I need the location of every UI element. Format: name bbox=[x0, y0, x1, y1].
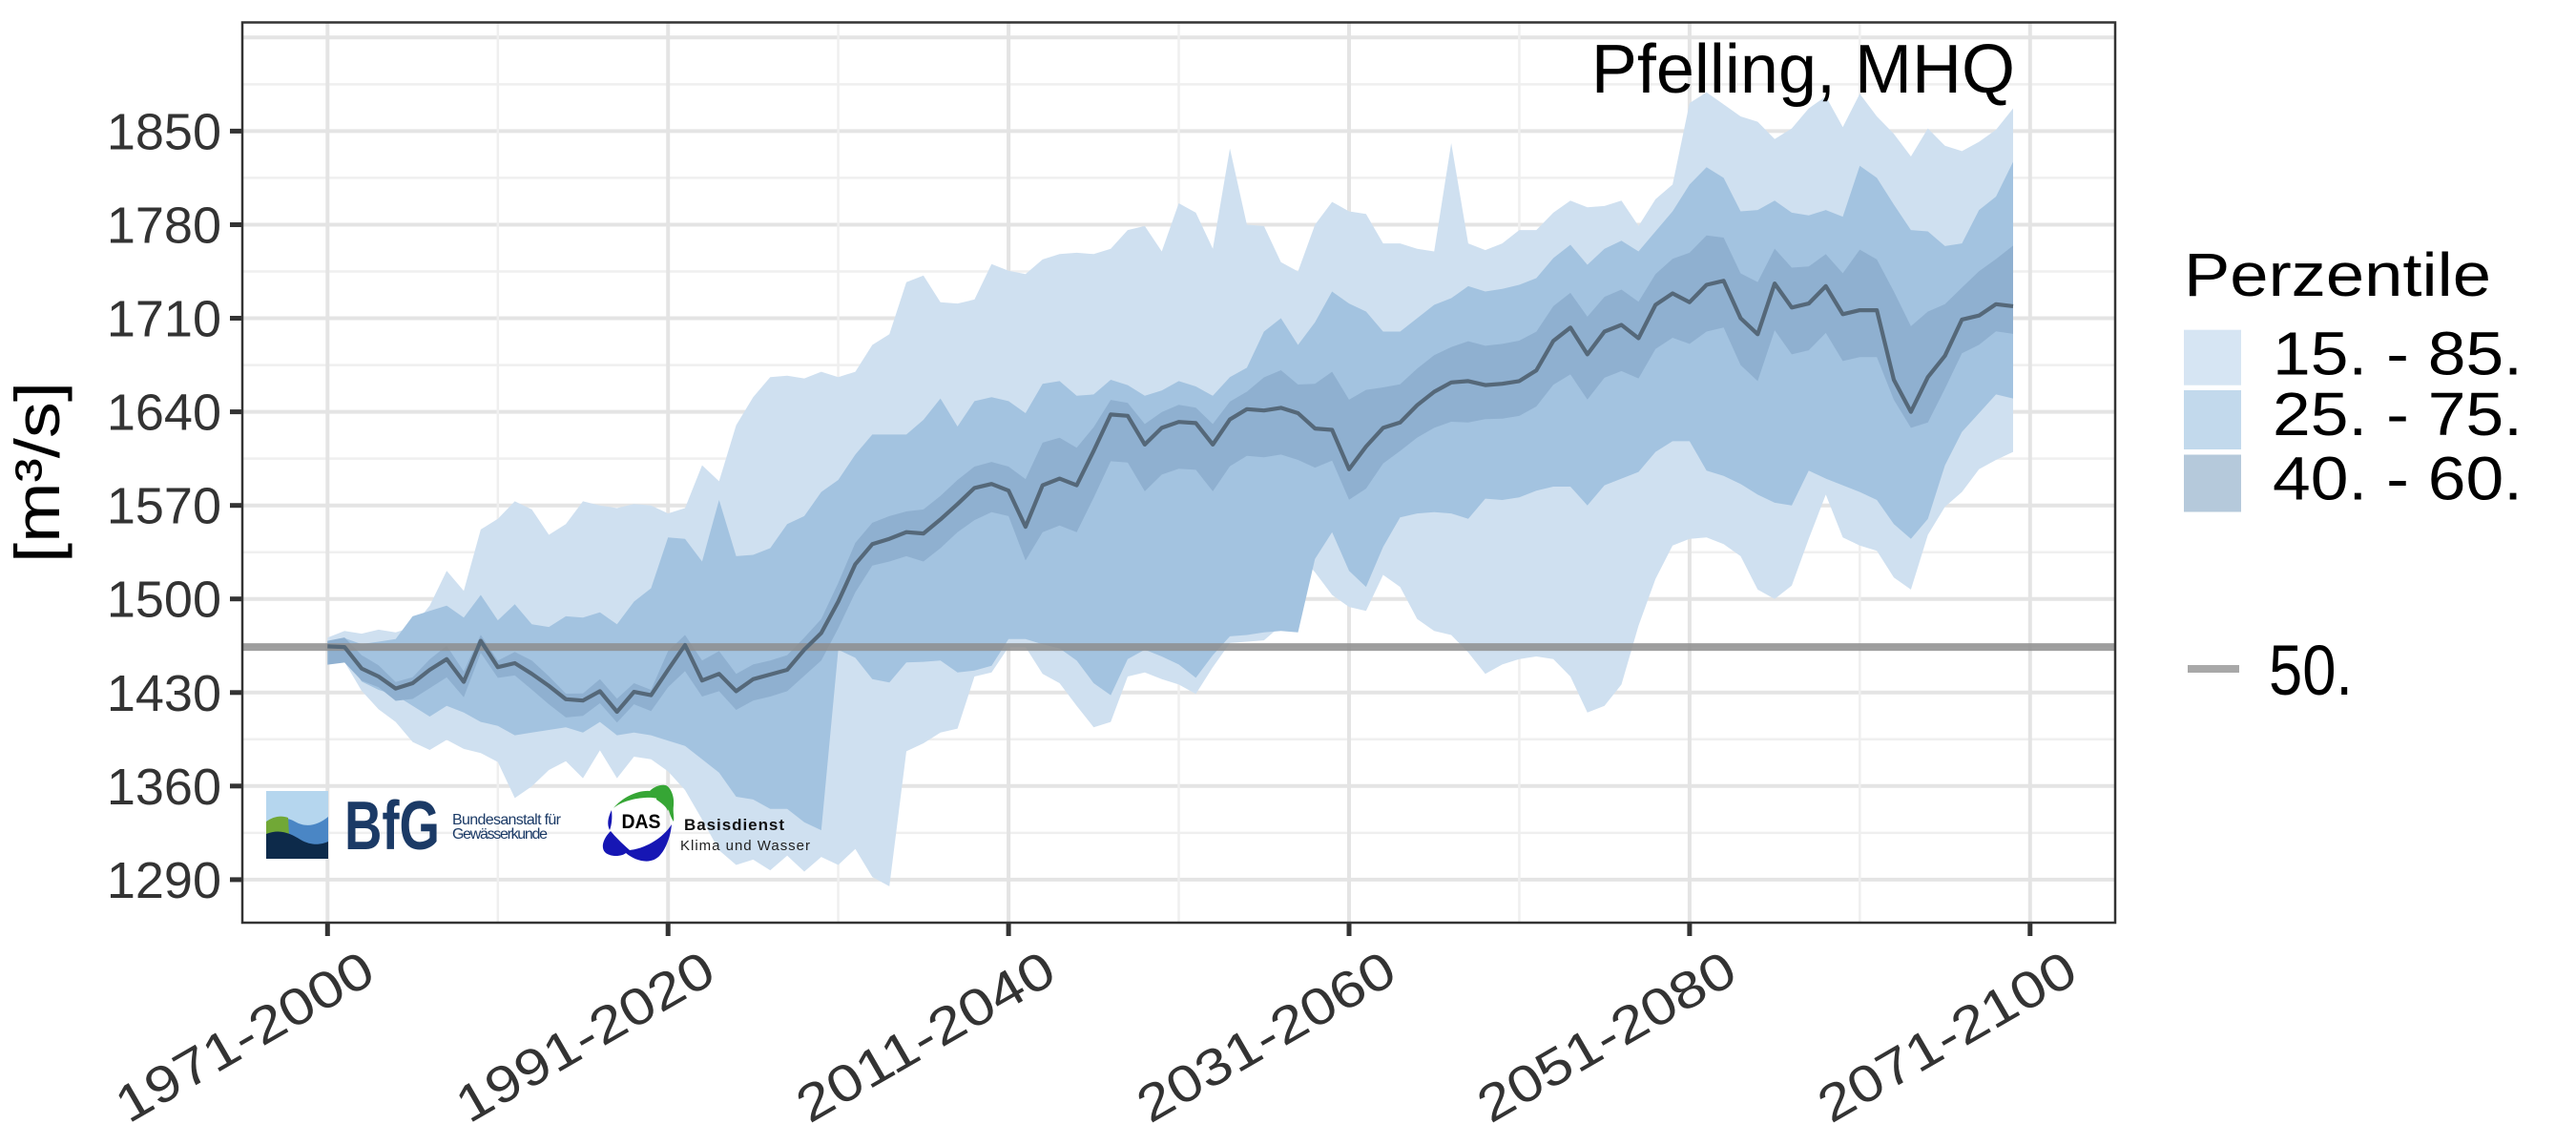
svg-text:40. - 60.: 40. - 60. bbox=[2273, 445, 2523, 513]
svg-text:Perzentile: Perzentile bbox=[2184, 240, 2491, 309]
svg-text:[m³/s]: [m³/s] bbox=[2, 382, 73, 563]
svg-text:50.: 50. bbox=[2269, 631, 2353, 710]
svg-text:Bundesanstalt für: Bundesanstalt für bbox=[452, 812, 562, 828]
svg-text:1500: 1500 bbox=[107, 572, 221, 629]
svg-text:1780: 1780 bbox=[107, 198, 221, 255]
svg-text:25. - 75.: 25. - 75. bbox=[2273, 380, 2523, 448]
svg-text:Klima und Wasser: Klima und Wasser bbox=[680, 838, 810, 854]
svg-text:Basisdienst: Basisdienst bbox=[684, 816, 784, 834]
svg-text:15. - 85.: 15. - 85. bbox=[2273, 320, 2523, 388]
svg-text:1430: 1430 bbox=[107, 665, 221, 722]
svg-text:Pfelling, MHQ: Pfelling, MHQ bbox=[1591, 31, 2015, 108]
svg-text:DAS: DAS bbox=[622, 811, 661, 833]
svg-text:1570: 1570 bbox=[107, 478, 221, 535]
svg-text:1850: 1850 bbox=[107, 103, 221, 160]
svg-text:1290: 1290 bbox=[107, 852, 221, 909]
svg-text:BfG: BfG bbox=[344, 788, 440, 864]
svg-text:1710: 1710 bbox=[107, 291, 221, 348]
svg-text:1360: 1360 bbox=[107, 759, 221, 816]
svg-text:Gewässerkunde: Gewässerkunde bbox=[452, 826, 548, 843]
svg-text:1640: 1640 bbox=[107, 385, 221, 442]
